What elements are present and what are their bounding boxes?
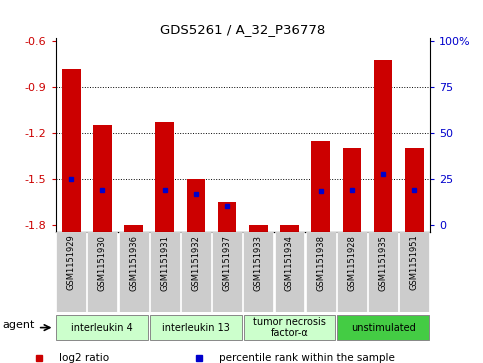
Text: GSM1151930: GSM1151930 [98,235,107,291]
Text: GSM1151951: GSM1151951 [410,235,419,290]
Text: log2 ratio: log2 ratio [59,352,110,363]
Text: GSM1151934: GSM1151934 [285,235,294,291]
Bar [62,69,81,232]
FancyBboxPatch shape [150,315,242,340]
FancyBboxPatch shape [87,232,117,312]
Text: tumor necrosis
factor-α: tumor necrosis factor-α [253,317,326,338]
Bar [218,202,237,232]
Bar [342,148,361,232]
FancyBboxPatch shape [212,232,242,312]
Text: agent: agent [3,320,35,330]
Bar [156,122,174,232]
Text: interleukin 13: interleukin 13 [162,323,230,333]
FancyBboxPatch shape [56,232,86,312]
Text: GSM1151928: GSM1151928 [347,235,356,291]
FancyBboxPatch shape [150,232,180,312]
Bar [405,148,424,232]
FancyBboxPatch shape [243,315,335,340]
FancyBboxPatch shape [118,232,148,312]
FancyBboxPatch shape [306,232,336,312]
Text: GSM1151937: GSM1151937 [223,235,232,291]
Text: GSM1151929: GSM1151929 [67,235,76,290]
FancyBboxPatch shape [243,232,273,312]
Bar [186,179,205,232]
Text: GSM1151938: GSM1151938 [316,235,325,291]
FancyBboxPatch shape [274,232,304,312]
Text: GSM1151932: GSM1151932 [191,235,200,291]
Text: GSM1151935: GSM1151935 [379,235,387,291]
FancyBboxPatch shape [57,315,148,340]
Text: interleukin 4: interleukin 4 [71,323,133,333]
Text: unstimulated: unstimulated [351,323,415,333]
Bar [124,225,143,232]
FancyBboxPatch shape [399,232,429,312]
FancyBboxPatch shape [337,315,429,340]
Text: GSM1151931: GSM1151931 [160,235,169,291]
Bar [93,125,112,232]
Text: GSM1151936: GSM1151936 [129,235,138,291]
FancyBboxPatch shape [181,232,211,312]
Title: GDS5261 / A_32_P36778: GDS5261 / A_32_P36778 [160,23,326,36]
FancyBboxPatch shape [368,232,398,312]
FancyBboxPatch shape [337,232,367,312]
Bar [312,140,330,232]
Bar [374,60,392,232]
Text: GSM1151933: GSM1151933 [254,235,263,291]
Bar [280,225,299,232]
Bar [249,225,268,232]
Text: percentile rank within the sample: percentile rank within the sample [219,352,395,363]
